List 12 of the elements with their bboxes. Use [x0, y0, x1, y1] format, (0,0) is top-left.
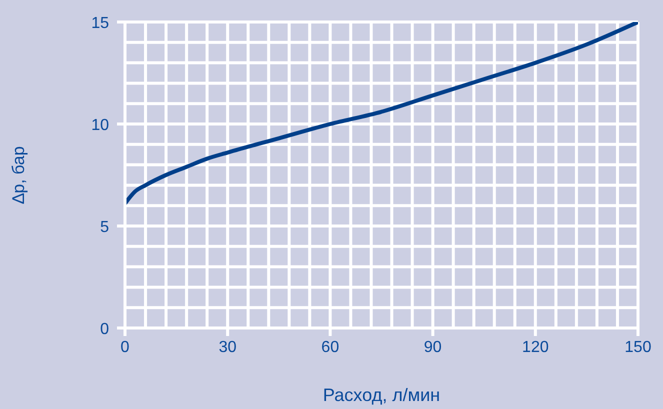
x-tick-label: 0 — [120, 339, 130, 356]
x-tick-label: 90 — [424, 339, 442, 356]
y-tick-label: 5 — [100, 219, 110, 236]
x-tick-label: 60 — [321, 339, 340, 356]
x-axis-title: Расход, л/мин — [322, 385, 440, 405]
y-tick-label: 15 — [91, 15, 110, 32]
x-tick-label: 120 — [522, 339, 549, 356]
y-tick-label: 0 — [100, 321, 110, 338]
x-tick-label: 30 — [218, 339, 237, 356]
x-tick-label: 150 — [624, 339, 652, 356]
y-axis-title: ∆p, бар — [9, 146, 28, 204]
y-tick-label: 10 — [91, 117, 110, 134]
